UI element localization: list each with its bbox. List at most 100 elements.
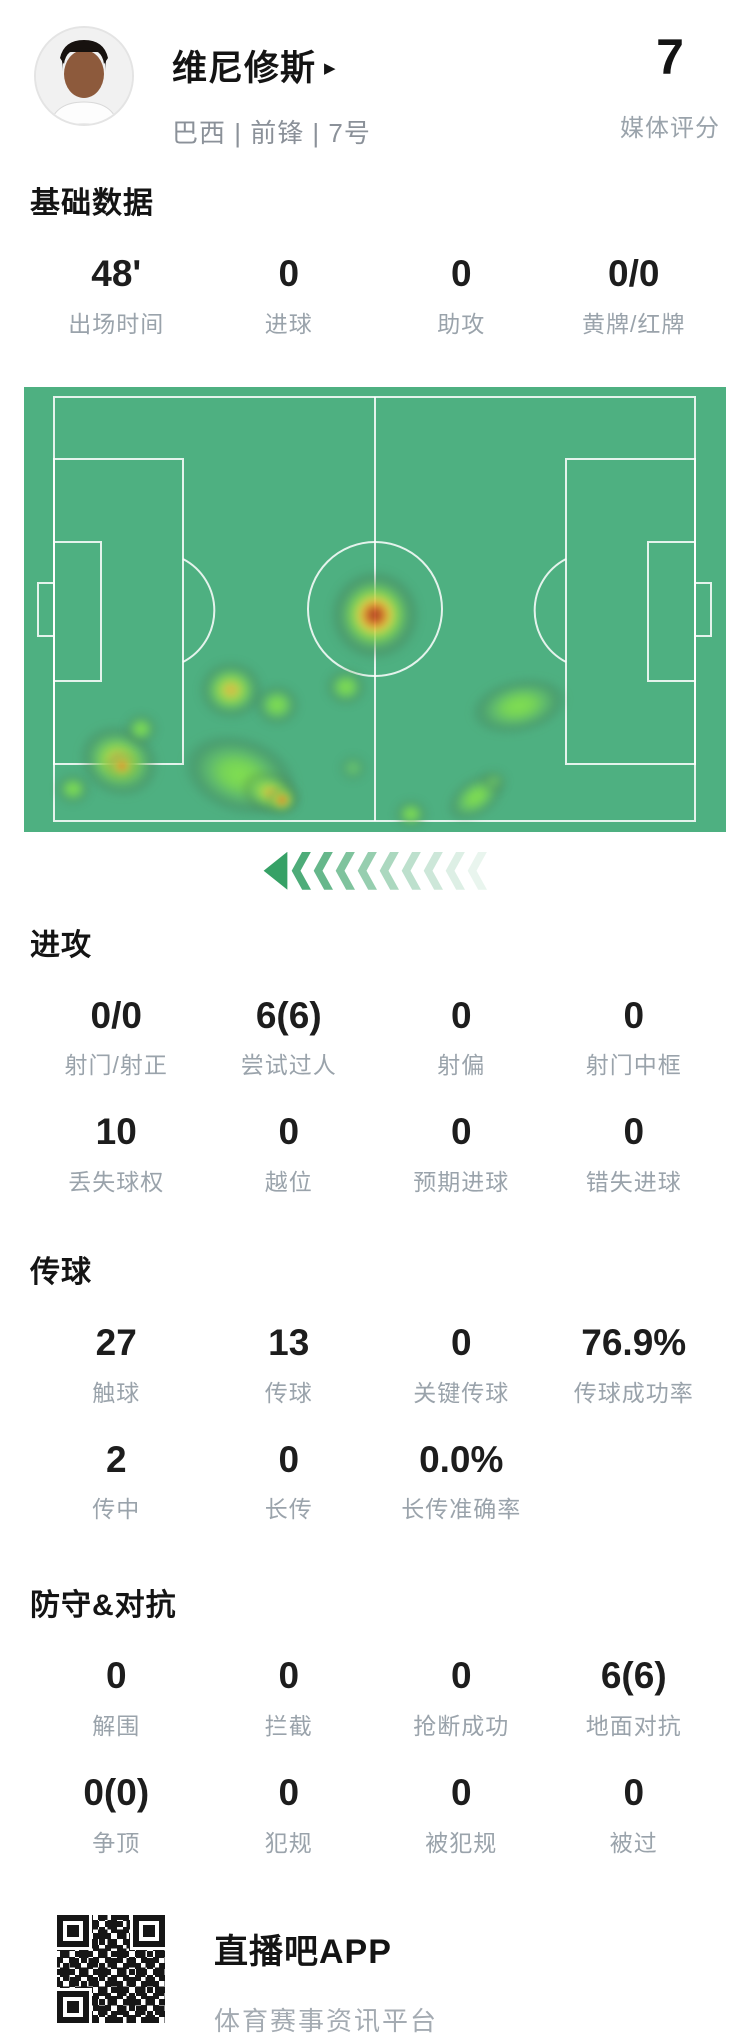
heat-spot xyxy=(329,568,421,661)
stat-label: 触球 xyxy=(92,1379,141,1406)
stat-value: 0 xyxy=(623,994,645,1036)
rating-value: 7 xyxy=(656,29,684,85)
player-name-link[interactable]: 维尼修斯 ▶ xyxy=(172,40,371,91)
stat-row: 27 触球 13 传球 0 关键传球 76.9% 传球成功率 xyxy=(30,1322,721,1408)
stat-cell: 0 解围 xyxy=(30,1656,203,1741)
stat-value: 0 xyxy=(450,253,472,294)
stat-value: 0 xyxy=(450,1772,472,1814)
stat-value: 0 xyxy=(278,253,300,294)
section-title-passing: 传球 xyxy=(30,1256,92,1290)
stat-cell: 0(0) 争顶 xyxy=(30,1772,203,1858)
chevron-left-icon xyxy=(313,851,333,890)
stat-value: 0 xyxy=(278,1438,300,1480)
chevron-left-icon xyxy=(401,851,421,890)
stat-cell: 0 拦截 xyxy=(203,1656,376,1741)
stat-cell: 6(6) 地面对抗 xyxy=(548,1656,721,1741)
direction-chevrons xyxy=(0,851,750,890)
heat-spot xyxy=(254,683,300,726)
stat-cell: 76.9% 传球成功率 xyxy=(548,1322,721,1408)
stat-label: 传球成功率 xyxy=(573,1379,694,1406)
heat-spot xyxy=(106,751,138,780)
stat-label: 犯规 xyxy=(264,1829,313,1856)
stat-value: 0 xyxy=(623,1111,645,1153)
heat-spot xyxy=(198,659,264,720)
stat-value: 0 xyxy=(450,1655,472,1697)
stat-label: 解围 xyxy=(92,1713,141,1740)
heat-layer xyxy=(24,387,726,832)
app-footer: 直播吧APP 体育赛事资讯平台 xyxy=(0,1909,750,2038)
stat-label: 预期进球 xyxy=(413,1169,510,1196)
stat-cell: 0 关键传球 xyxy=(375,1322,548,1408)
section-title-defense: 防守&对抗 xyxy=(30,1589,177,1623)
stat-cell-empty xyxy=(548,1440,721,1525)
stat-value: 0 xyxy=(278,1655,300,1697)
stat-row: 0/0 射门/射正 6(6) 尝试过人 0 射偏 0 射门中框 xyxy=(30,994,721,1081)
stat-cell: 0 预期进球 xyxy=(375,1112,548,1197)
chevron-left-icon xyxy=(291,851,311,890)
stat-cell: 0 被犯规 xyxy=(375,1772,548,1858)
stat-value: 0 xyxy=(450,1322,472,1364)
stat-value: 0.0% xyxy=(419,1438,504,1480)
stat-value: 13 xyxy=(268,1322,310,1364)
stat-label: 被犯规 xyxy=(425,1829,498,1856)
stat-cell: 0/0 黄牌/红牌 xyxy=(548,253,721,339)
section-basic: 基础数据 48' 出场时间 0 进球 0 助攻 0/0 黄牌/红牌 xyxy=(0,178,750,339)
stat-value: 0 xyxy=(450,994,472,1036)
player-meta: 巴西 | 前锋 | 7号 xyxy=(172,118,371,148)
stat-label: 传球 xyxy=(264,1379,313,1406)
stat-label: 进球 xyxy=(264,310,313,337)
stat-value: 0 xyxy=(623,1772,645,1814)
stat-label: 拦截 xyxy=(264,1713,313,1740)
section-title-basic: 基础数据 xyxy=(30,187,154,220)
heat-spot xyxy=(394,798,428,829)
player-photo-placeholder xyxy=(36,28,132,124)
stat-value: 0 xyxy=(105,1655,127,1697)
stat-value: 76.9% xyxy=(581,1322,687,1364)
chevron-left-icon xyxy=(423,851,443,890)
pitch-lines xyxy=(37,395,712,822)
chevron-left-icon xyxy=(335,851,355,890)
stat-label: 助攻 xyxy=(437,310,486,337)
stat-label: 射门/射正 xyxy=(64,1052,168,1079)
stat-row: 48' 出场时间 0 进球 0 助攻 0/0 黄牌/红牌 xyxy=(30,253,721,339)
stat-cell: 6(6) 尝试过人 xyxy=(203,995,376,1081)
stat-value: 0 xyxy=(450,1111,472,1153)
stat-value: 0/0 xyxy=(90,994,142,1036)
stat-row: 0(0) 争顶 0 犯规 0 被犯规 0 被过 xyxy=(30,1772,721,1858)
stat-cell: 0.0% 长传准确率 xyxy=(375,1438,548,1525)
heat-spot xyxy=(338,753,368,782)
heat-spot xyxy=(325,667,367,706)
stat-value: 48' xyxy=(91,253,142,294)
stat-label: 传中 xyxy=(92,1496,141,1523)
rating-label: 媒体评分 xyxy=(620,115,720,142)
stat-cell: 0 进球 xyxy=(203,253,376,339)
caret-right-icon: ▶ xyxy=(324,59,336,77)
stat-row: 2 传中 0 长传 0.0% 长传准确率 xyxy=(30,1438,721,1525)
stat-value: 10 xyxy=(95,1111,137,1153)
section-title-attack: 进攻 xyxy=(30,928,92,962)
stat-cell: 0 射偏 xyxy=(375,994,548,1081)
stat-label: 争顶 xyxy=(92,1829,141,1856)
qr-finder-icon xyxy=(57,1914,89,1947)
stat-cell: 0 被过 xyxy=(548,1772,721,1858)
stat-cell: 0 抢断成功 xyxy=(375,1656,548,1741)
heat-spot xyxy=(55,772,91,805)
section-passing: 传球 27 触球 13 传球 0 关键传球 76.9% 传球成功率 2 传中 0… xyxy=(0,1247,750,1524)
stat-label: 长传准确率 xyxy=(401,1496,522,1523)
stat-cell: 0 射门中框 xyxy=(548,994,721,1081)
stat-cell: 0 长传 xyxy=(203,1438,376,1525)
stat-cell: 0 错失进球 xyxy=(548,1112,721,1197)
stat-cell: 0 助攻 xyxy=(375,253,548,339)
stat-cell: 0 越位 xyxy=(203,1112,376,1197)
media-rating: 7 媒体评分 xyxy=(620,26,720,143)
stat-row: 10 丢失球权 0 越位 0 预期进球 0 错失进球 xyxy=(30,1112,720,1197)
heat-spot xyxy=(124,712,158,745)
stat-value: 0(0) xyxy=(83,1772,150,1814)
stat-label: 被过 xyxy=(609,1829,658,1856)
stat-label: 丢失球权 xyxy=(68,1169,165,1196)
section-defense: 防守&对抗 0 解围 0 拦截 0 抢断成功 6(6) 地面对抗 0(0) 争顶… xyxy=(0,1580,750,1857)
stat-label: 错失进球 xyxy=(585,1169,682,1196)
heat-spot xyxy=(480,768,508,793)
chevron-left-icon xyxy=(445,851,465,890)
stat-value: 0 xyxy=(278,1111,300,1153)
